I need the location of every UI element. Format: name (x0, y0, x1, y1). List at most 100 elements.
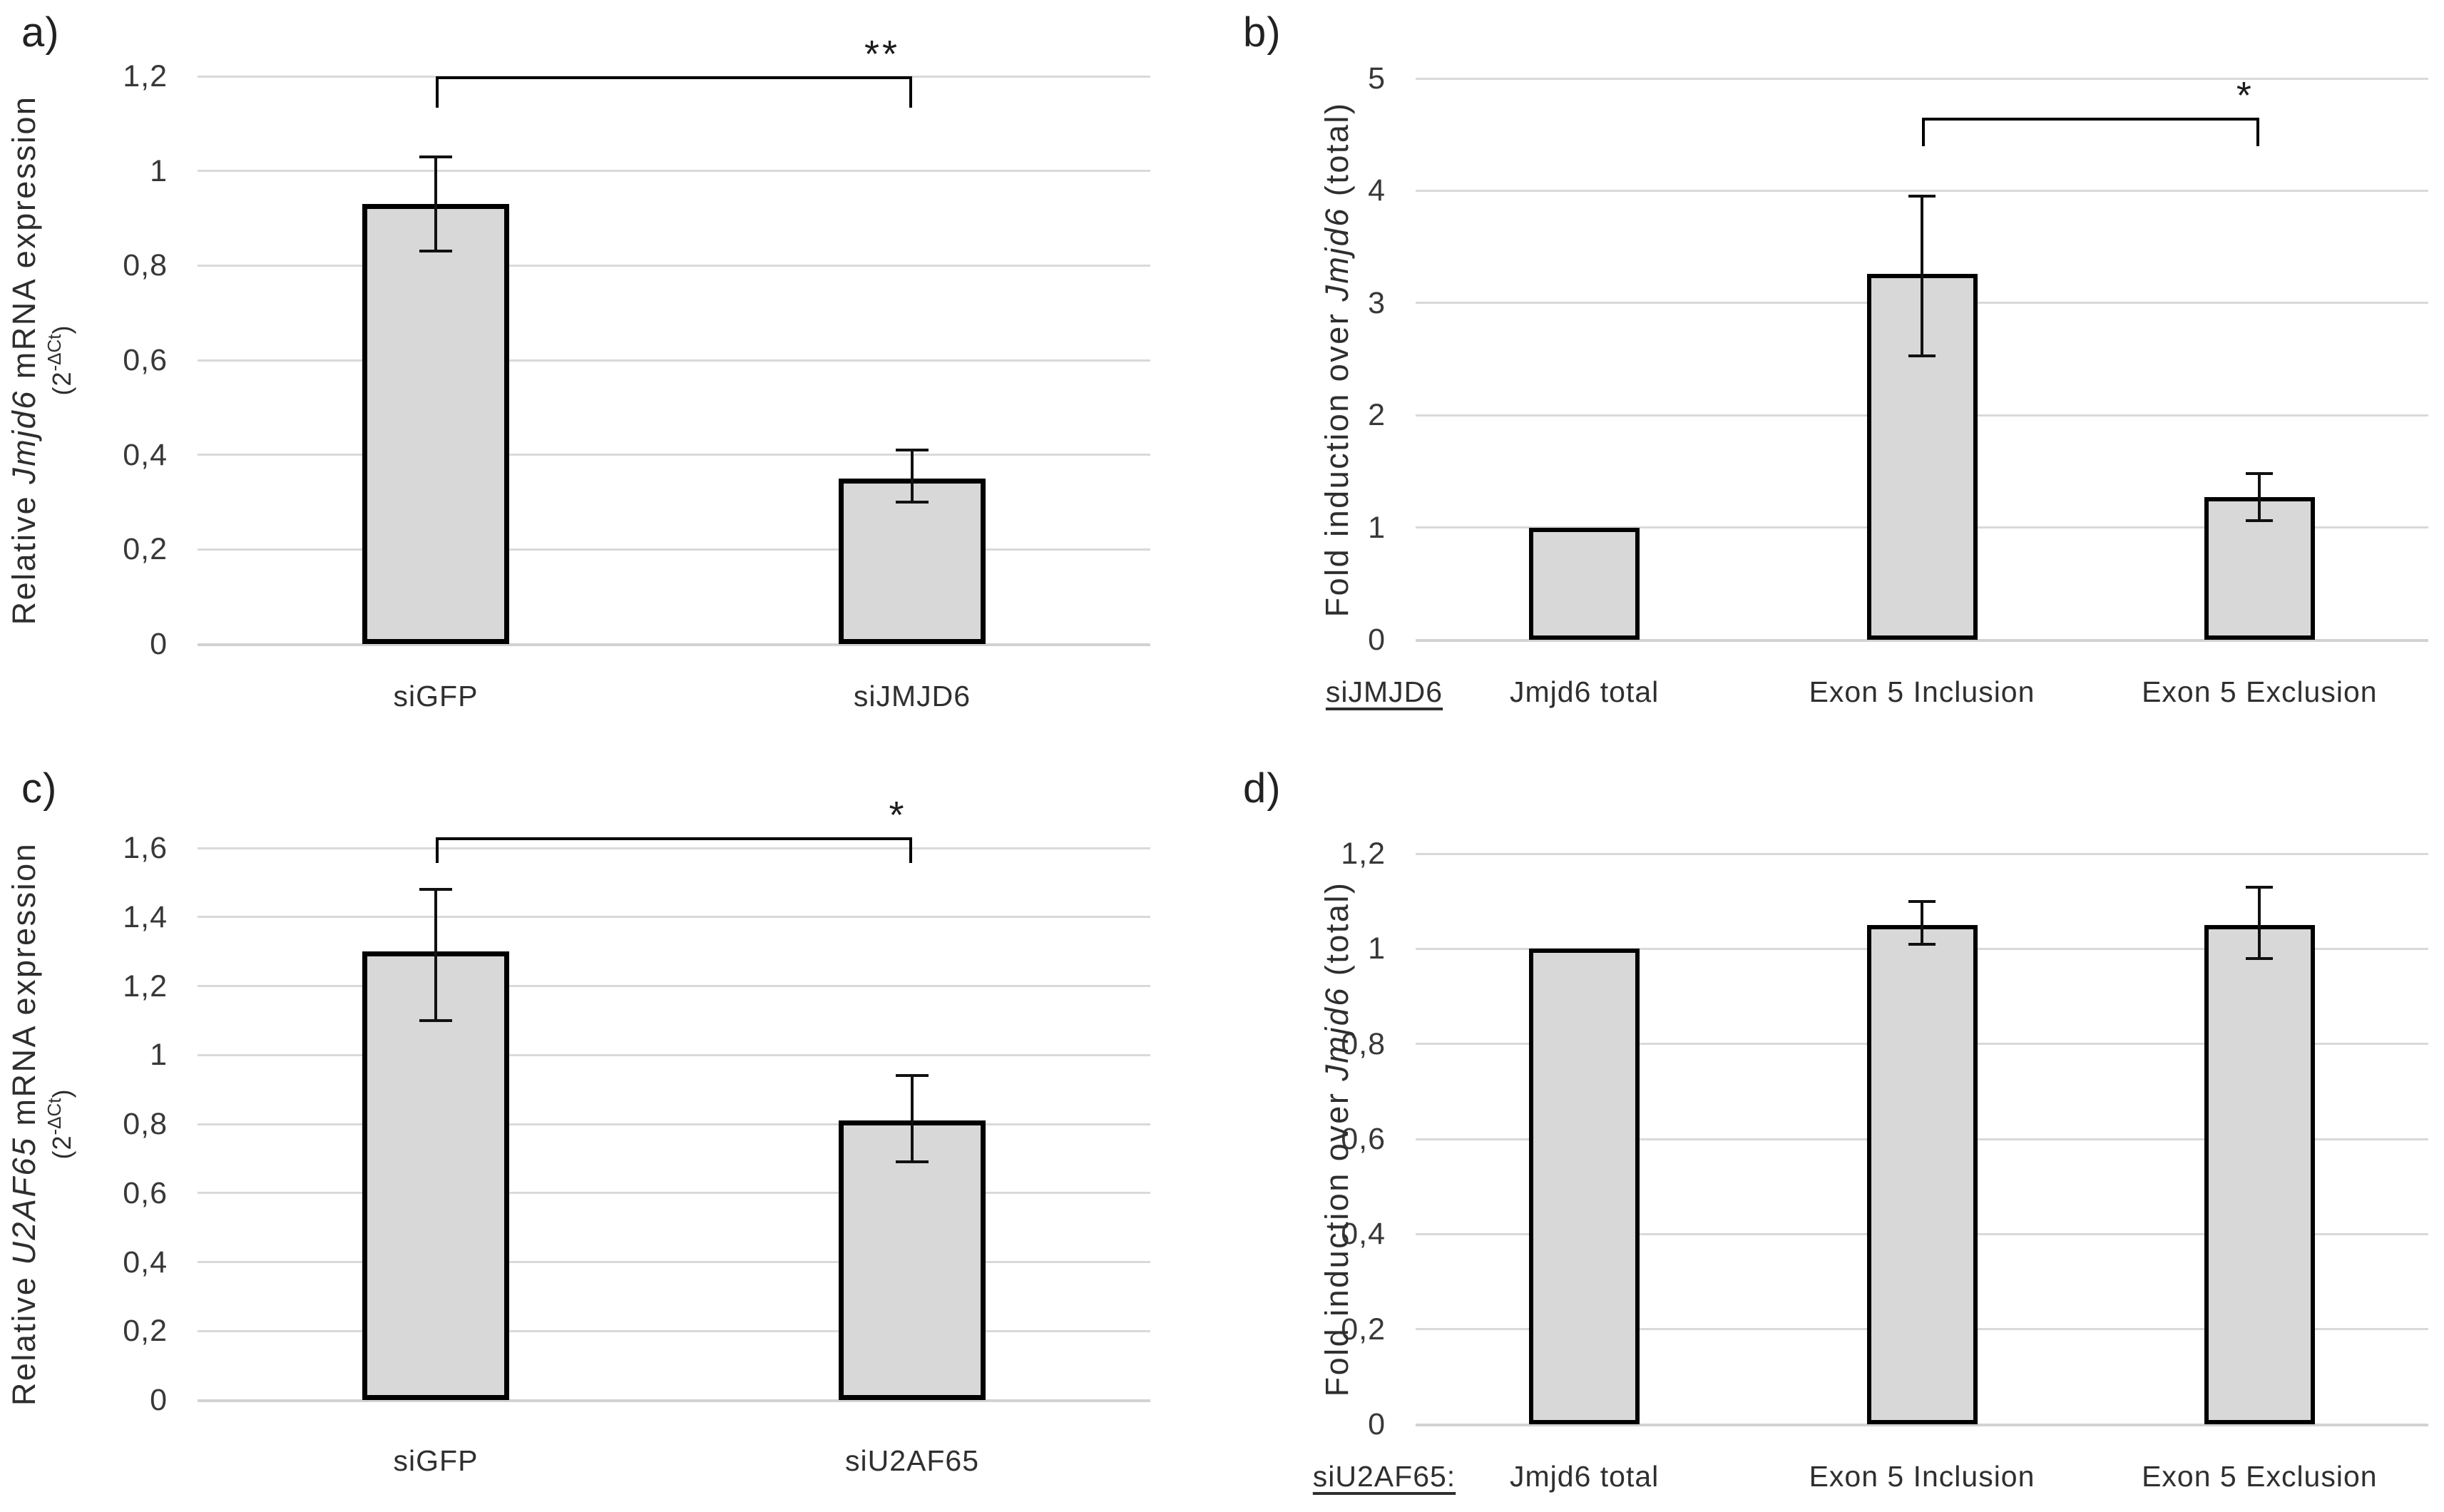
x-category-label: siGFP (393, 680, 479, 712)
error-bar-line (911, 450, 914, 502)
gridline (198, 170, 1150, 173)
gridline (198, 264, 1150, 267)
bar (2204, 925, 2315, 1424)
significance-bracket (1922, 118, 2260, 147)
gridline (1416, 189, 2428, 192)
bar (362, 204, 509, 644)
bar (839, 478, 986, 644)
y-axis-title-segment: Relative (6, 484, 42, 625)
y-axis-title: Fold induction over Jmjd6 (total) (1319, 882, 1356, 1397)
significance-label: ** (864, 33, 901, 76)
y-axis-tick-label: 0,2 (123, 532, 168, 567)
x-category-label: Exon 5 Inclusion (1809, 1460, 2035, 1493)
significance-bracket (436, 837, 912, 864)
y-axis-tick-label: 0,2 (1341, 1312, 1386, 1347)
gridline (198, 1192, 1150, 1195)
y-axis-tick-label: 5 (1368, 61, 1386, 96)
y-axis-tick-label: 1,2 (1341, 837, 1386, 871)
y-axis-tick-label: 1,2 (123, 969, 168, 1003)
bar (1866, 925, 1978, 1424)
axis-prefix-label: siJMJD6 (1325, 675, 1443, 708)
y-axis-title: Fold induction over Jmjd6 (total) (1319, 101, 1356, 617)
y-axis-tick-label: 1 (1368, 931, 1386, 966)
axis-prefix-label: siU2AF65: (1312, 1460, 1456, 1493)
y-axis-tick-label: 0,4 (123, 1245, 168, 1279)
x-category-label: siU2AF65 (844, 1444, 979, 1477)
error-bar-cap-bottom (896, 1160, 929, 1164)
error-bar-line (434, 156, 437, 252)
y-axis-title-line1: Fold induction over Jmjd6 (total) (1319, 882, 1356, 1397)
y-axis-title: Relative U2AF65 mRNA expression (2-ΔCt) (6, 842, 77, 1406)
gridline (198, 1329, 1150, 1332)
x-category-label: Exon 5 Inclusion (1809, 675, 2035, 708)
gridline (198, 985, 1150, 987)
y-axis-title-segment: (total) (1319, 101, 1355, 207)
error-bar-cap-top (896, 1074, 929, 1078)
y-axis-title-line2: (2-ΔCt) (44, 96, 77, 625)
x-category-label: Exon 5 Exclusion (2142, 675, 2378, 708)
significance-label: * (889, 794, 907, 837)
error-bar-cap-top (419, 888, 452, 892)
error-bar-line (911, 1076, 914, 1163)
x-category-label: siGFP (393, 1444, 479, 1477)
y-axis-tick-label: 1,4 (123, 899, 168, 934)
y-axis-title-segment: (total) (1319, 881, 1355, 987)
y-axis-title-segment: Jmjd6 (6, 389, 42, 484)
error-bar-cap-bottom (2246, 956, 2274, 960)
gridline (198, 916, 1150, 919)
y-axis-title-segment: Fold induction over (1319, 1081, 1355, 1397)
y-axis-tick-label: 0,6 (1341, 1122, 1386, 1156)
y-axis-title-segment: Relative (6, 1265, 42, 1406)
y-axis-title-line2: (2-ΔCt) (44, 842, 77, 1406)
y-axis-title-exponent-segment: -ΔCt (44, 1098, 65, 1135)
y-axis-title: Relative Jmjd6 mRNA expression (2-ΔCt) (6, 96, 77, 625)
error-bar-cap-bottom (419, 250, 452, 253)
error-bar-cap-bottom (2246, 519, 2274, 523)
y-axis-tick-label: 0,2 (123, 1314, 168, 1349)
panel-letter-label: c) (21, 765, 58, 812)
panel-a: a) Relative Jmjd6 mRNA expression (2-ΔCt) 1… (0, 0, 1222, 756)
bar (1866, 273, 1978, 640)
error-bar-cap-top (2246, 472, 2274, 476)
error-bar-cap-top (896, 449, 929, 452)
y-axis-title-line1: Relative U2AF65 mRNA expression (6, 842, 43, 1406)
x-category-label: siJMJD6 (853, 680, 971, 712)
gridline (198, 548, 1150, 551)
y-axis-title-segment: Jmjd6 (1319, 986, 1355, 1081)
x-category-label: Jmjd6 total (1510, 1460, 1660, 1493)
y-axis-tick-label: 1 (1368, 510, 1386, 545)
error-bar-cap-bottom (896, 501, 929, 504)
y-axis-tick-label: 0 (1368, 1407, 1386, 1441)
y-axis-tick-label: 0 (150, 627, 168, 661)
bar (362, 951, 509, 1400)
y-axis-tick-label: 1,6 (123, 831, 168, 865)
bar (1529, 949, 1640, 1424)
y-axis-tick-label: 2 (1368, 398, 1386, 433)
y-axis-tick-label: 3 (1368, 285, 1386, 320)
y-axis-tick-label: 1,2 (123, 59, 168, 93)
gridline (198, 847, 1150, 849)
error-bar-cap-top (1908, 195, 1936, 198)
x-category-label: Jmjd6 total (1510, 675, 1660, 708)
y-axis-tick-label: 0,4 (1341, 1217, 1386, 1252)
significance-label: * (2236, 74, 2254, 118)
gridline (198, 1399, 1150, 1402)
panel-c: c) Relative U2AF65 mRNA expression (2-ΔCt)… (0, 756, 1222, 1512)
y-axis-title-segment: U2AF65 (6, 1136, 42, 1265)
y-axis-tick-label: 0,6 (123, 343, 168, 377)
y-axis-tick-label: 1 (150, 1038, 168, 1073)
error-bar-cap-top (2246, 885, 2274, 889)
panel-d: d) Fold induction over Jmjd6 (total) 1,2 1 0… (1222, 756, 2444, 1512)
gridline (198, 1053, 1150, 1056)
gridline (1416, 852, 2428, 855)
panel-letter-label: d) (1243, 765, 1282, 812)
y-axis-title-exponent-segment: -ΔCt (44, 334, 65, 372)
y-axis-title-line1: Fold induction over Jmjd6 (total) (1319, 101, 1356, 617)
y-axis-title-segment: Fold induction over (1319, 301, 1355, 617)
y-axis-tick-label: 0,8 (123, 1107, 168, 1141)
error-bar-cap-top (1908, 899, 1936, 903)
y-axis-title-exponent-segment: (2 (47, 371, 76, 396)
panel-b: b) Fold induction over Jmjd6 (total) 5 4 3 2 1… (1222, 0, 2444, 756)
panel-letter-label: a) (21, 9, 60, 56)
